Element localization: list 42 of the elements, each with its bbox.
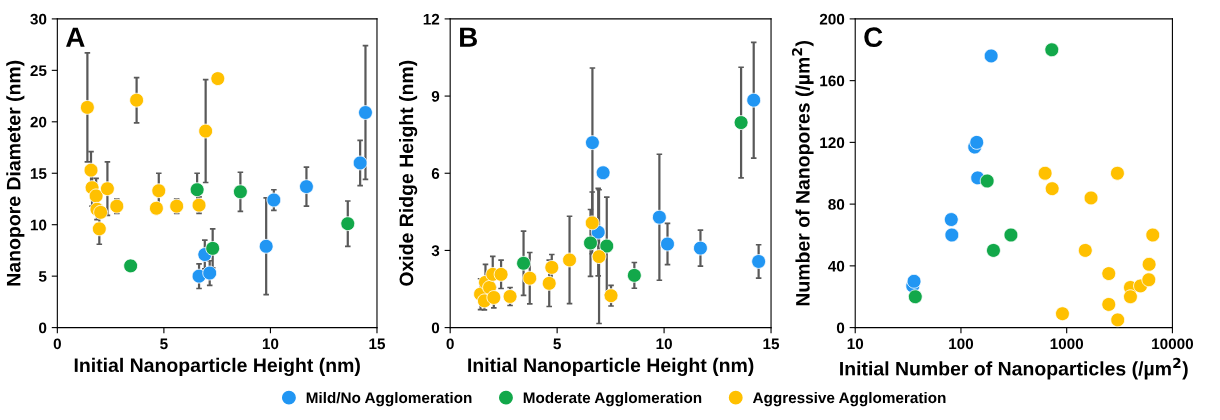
annotation: A	[66, 27, 85, 47]
x-tick-label: 10	[656, 338, 672, 350]
y-tick-label: 5	[38, 271, 47, 282]
x-tick-label: 15	[763, 338, 780, 350]
y-tick-label: 40	[828, 260, 845, 272]
legend-label: Moderate Agglomeration	[523, 391, 702, 407]
x-tick-label: 5	[553, 338, 561, 350]
y-tick-label: 0	[836, 322, 845, 334]
y-tick-label: 15	[30, 168, 47, 179]
y-tick-label: 6	[431, 168, 440, 179]
y-axis-title: Oxide Ridge Height (nm)	[399, 60, 418, 286]
x-tick-label: 10000	[1152, 338, 1194, 350]
y-tick-label: 3	[431, 245, 440, 257]
x-axis-title: Initial Nanoparticle Height (nm)	[74, 357, 360, 377]
y-tick-label: 80	[828, 198, 845, 210]
x-tick-label: 1000	[1050, 338, 1084, 350]
y-tick-label: 0	[39, 322, 47, 334]
legend-label: Mild/No Agglomeration	[306, 391, 472, 407]
x-tick-label: 0	[53, 338, 61, 350]
y-tick-label: 200	[819, 13, 845, 25]
annotation: C	[864, 27, 883, 48]
annotation: B	[460, 27, 477, 47]
x-axis-title: Initial Number of Nanoparticles (/µm$^{2}$)	[840, 357, 1188, 380]
y-tick-label: 9	[431, 90, 440, 102]
x-tick-label: 10	[262, 338, 279, 350]
x-tick-label: 100	[949, 338, 974, 350]
x-tick-label: 0	[446, 338, 454, 350]
y-tick-label: 0	[431, 322, 440, 334]
x-tick-label: 15	[369, 338, 386, 350]
y-axis-title: Number of Nanopores (/µm$^{2}$)	[791, 40, 814, 306]
y-tick-label: 160	[820, 75, 845, 87]
x-axis-title: Initial Nanoparticle Height (nm)	[468, 357, 754, 377]
y-tick-label: 120	[820, 137, 845, 149]
y-tick-label: 10	[30, 219, 47, 231]
x-tick-label: 10	[847, 338, 864, 350]
y-tick-label: 20	[30, 116, 47, 128]
x-tick-label: 5	[160, 338, 168, 350]
legend-label: Aggressive Agglomeration	[752, 391, 946, 407]
y-axis-title: Nanopore Diameter (nm)	[6, 60, 25, 286]
y-tick-label: 30	[30, 13, 47, 25]
y-tick-label: 25	[30, 65, 47, 77]
y-tick-label: 12	[423, 13, 440, 25]
